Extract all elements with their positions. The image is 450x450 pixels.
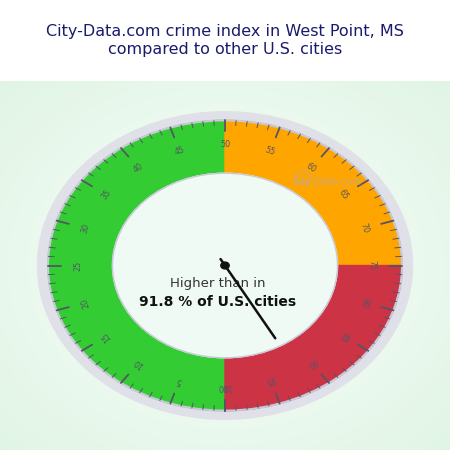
Text: 20: 20 [79, 297, 91, 309]
Text: 60: 60 [305, 162, 318, 175]
Text: 100: 100 [217, 382, 233, 391]
Text: 35: 35 [99, 188, 112, 202]
Circle shape [221, 262, 229, 269]
Text: City-Data.com: City-Data.com [292, 177, 362, 187]
Circle shape [37, 112, 413, 419]
Text: 85: 85 [338, 329, 351, 343]
Text: 55: 55 [264, 145, 277, 157]
Text: 80: 80 [359, 297, 371, 309]
Text: 45: 45 [173, 145, 186, 157]
Text: 30: 30 [79, 222, 91, 234]
Wedge shape [225, 120, 402, 266]
Text: 70: 70 [359, 222, 371, 234]
Text: 25: 25 [73, 261, 82, 270]
Wedge shape [225, 266, 402, 411]
Text: 15: 15 [99, 329, 112, 343]
Text: 65: 65 [338, 188, 351, 202]
Text: Higher than in: Higher than in [170, 278, 265, 290]
Text: 5: 5 [176, 375, 184, 385]
Circle shape [112, 173, 338, 358]
Text: 91.8 % of U.S. cities: 91.8 % of U.S. cities [139, 295, 296, 310]
Wedge shape [48, 120, 225, 411]
Text: 95: 95 [264, 374, 277, 386]
Text: City-Data.com crime index in West Point, MS
compared to other U.S. cities: City-Data.com crime index in West Point,… [46, 24, 404, 57]
Text: 40: 40 [132, 162, 145, 175]
Text: 10: 10 [132, 356, 145, 369]
Text: 0: 0 [222, 382, 228, 391]
Text: 75: 75 [368, 261, 377, 270]
Text: 50: 50 [220, 140, 230, 149]
Text: 90: 90 [305, 356, 318, 369]
